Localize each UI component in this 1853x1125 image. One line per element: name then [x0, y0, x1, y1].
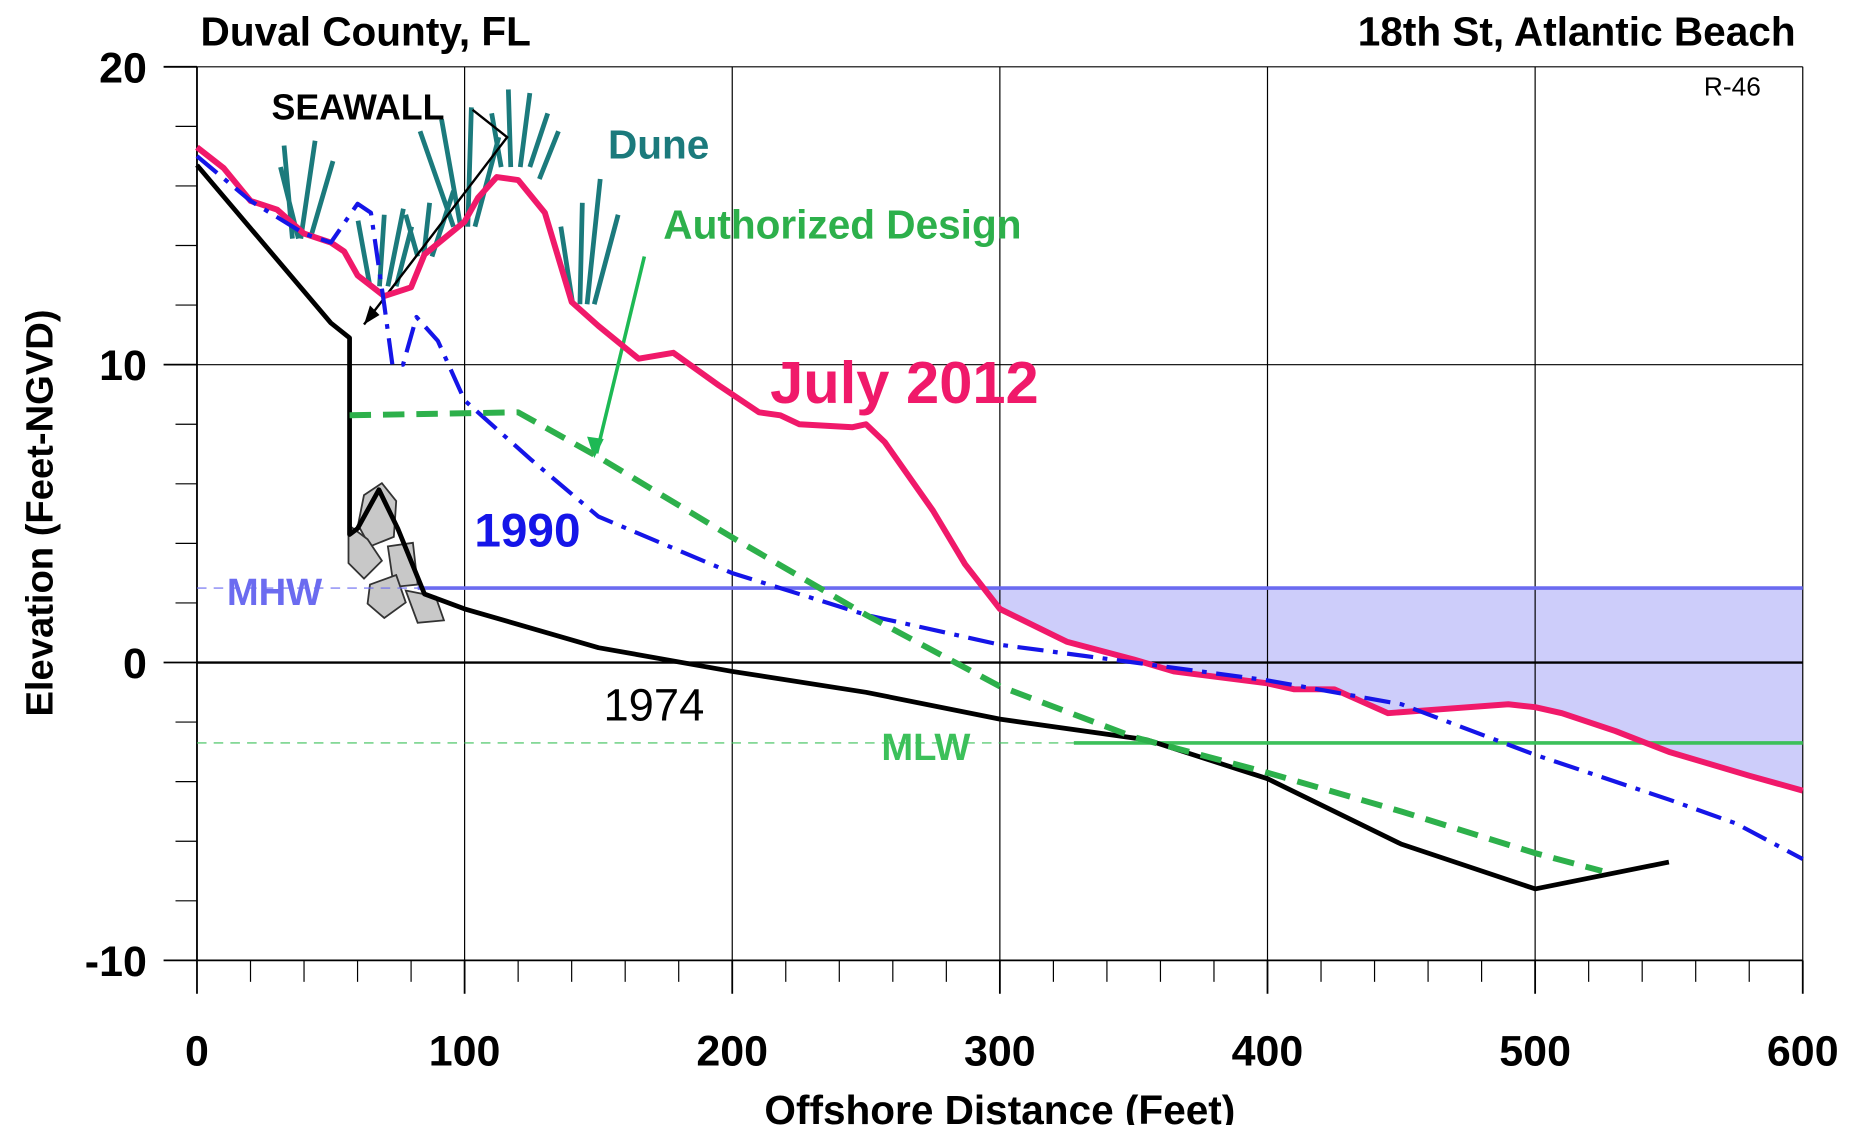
x-tick-label: 400	[1232, 1027, 1304, 1075]
y-tick-label: 20	[99, 44, 147, 92]
chart-title: Duval County, FL	[201, 8, 531, 54]
chart-subtitle: 18th St, Atlantic Beach	[1358, 8, 1796, 54]
y-tick-label: 0	[123, 640, 147, 688]
seawall-rocks	[347, 481, 446, 624]
series-label: 1974	[603, 680, 704, 731]
arrowhead	[587, 436, 604, 459]
series-line	[349, 409, 1603, 874]
series-line	[195, 163, 1670, 892]
annotation: SEAWALL	[272, 87, 445, 127]
reference-label: MLW	[881, 726, 970, 769]
x-tick-label: 500	[1499, 1027, 1571, 1075]
reference-label: MHW	[227, 571, 322, 614]
series-label: Authorized Design	[663, 202, 1021, 248]
profile-id: R-46	[1704, 71, 1761, 101]
illustrations	[278, 89, 647, 624]
x-tick-label: 600	[1767, 1027, 1839, 1075]
x-tick-label: 0	[185, 1027, 209, 1075]
seawall-arrow	[363, 108, 509, 326]
water-shade	[983, 588, 1803, 791]
y-tick-label: -10	[85, 938, 147, 986]
x-tick-label: 100	[429, 1027, 501, 1075]
y-tick-label: 10	[99, 342, 147, 390]
series-label: 1990	[474, 504, 580, 557]
y-axis-label: Elevation (Feet-NGVD)	[19, 309, 62, 716]
annotation: Dune	[608, 122, 709, 168]
arrowhead	[364, 305, 380, 325]
x-tick-label: 300	[964, 1027, 1036, 1075]
design-arrow	[594, 256, 647, 454]
x-axis-label: Offshore Distance (Feet)	[764, 1087, 1235, 1125]
series-line	[195, 154, 1804, 861]
series-label: July 2012	[770, 349, 1039, 416]
x-tick-label: 200	[696, 1027, 768, 1075]
